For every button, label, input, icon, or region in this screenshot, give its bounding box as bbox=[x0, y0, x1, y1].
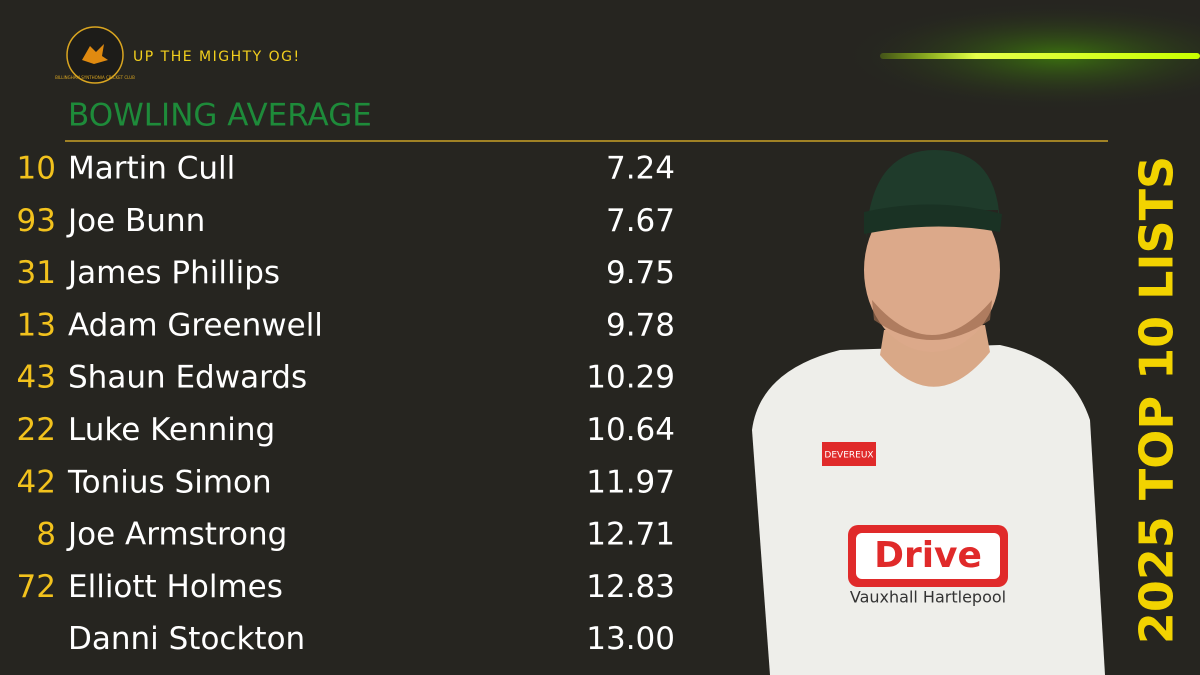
player-name: Tonius Simon bbox=[67, 464, 272, 500]
player-name: Martin Cull bbox=[68, 151, 235, 187]
player-photo: DEVEREUX Drive Vauxhall Hartlepool bbox=[752, 150, 1105, 675]
table: 10 Martin Cull 7.24 93 Joe Bunn 7.67 31 James P… bbox=[17, 151, 675, 658]
bowling-average: 10.64 bbox=[586, 412, 675, 448]
player-name: Joe Armstrong bbox=[66, 517, 287, 553]
bowling-average: 7.24 bbox=[606, 151, 675, 187]
shirt-badge: DEVEREUX bbox=[824, 451, 873, 461]
bowling-average: 10.29 bbox=[586, 360, 675, 396]
glow-line bbox=[880, 53, 1200, 59]
player-number: 13 bbox=[17, 307, 56, 343]
player-number: 8 bbox=[36, 517, 56, 553]
player-name: Elliott Holmes bbox=[68, 569, 283, 605]
player-name: Shaun Edwards bbox=[68, 360, 307, 396]
bowling-average: 11.97 bbox=[586, 464, 675, 500]
player-number: 42 bbox=[17, 464, 56, 500]
player-name: Adam Greenwell bbox=[68, 307, 323, 343]
side-title: 2025 TOP 10 LISTS bbox=[1130, 156, 1184, 644]
bowling-average: 7.67 bbox=[606, 203, 675, 239]
shirt-sponsor-line: Vauxhall Hartlepool bbox=[850, 588, 1006, 607]
player-name: Danni Stockton bbox=[68, 621, 305, 657]
player-number: 31 bbox=[17, 255, 56, 291]
club-name: BILLINGHAM SYNTHONIA CRICKET CLUB bbox=[55, 75, 135, 80]
bowling-average: 9.75 bbox=[606, 255, 675, 291]
shirt-sponsor: Drive bbox=[874, 535, 982, 576]
player-name: Joe Bunn bbox=[66, 203, 205, 239]
bowling-average: 12.83 bbox=[586, 569, 675, 605]
list-title: BOWLING AVERAGE bbox=[68, 98, 372, 134]
player-number: 93 bbox=[17, 203, 56, 239]
player-name: James Phillips bbox=[66, 255, 280, 291]
tagline: UP THE MIGHTY OG! bbox=[133, 49, 301, 65]
player-name: Luke Kenning bbox=[68, 412, 275, 448]
player-number: 10 bbox=[17, 151, 56, 187]
player-number: 72 bbox=[17, 569, 56, 605]
player-number: 22 bbox=[17, 412, 56, 448]
bowling-average: 12.71 bbox=[586, 517, 675, 553]
club-logo: BILLINGHAM SYNTHONIA CRICKET CLUB bbox=[55, 26, 135, 84]
player-number: 43 bbox=[17, 360, 56, 396]
bowling-average: 9.78 bbox=[606, 307, 675, 343]
bowling-average: 13.00 bbox=[586, 621, 675, 657]
